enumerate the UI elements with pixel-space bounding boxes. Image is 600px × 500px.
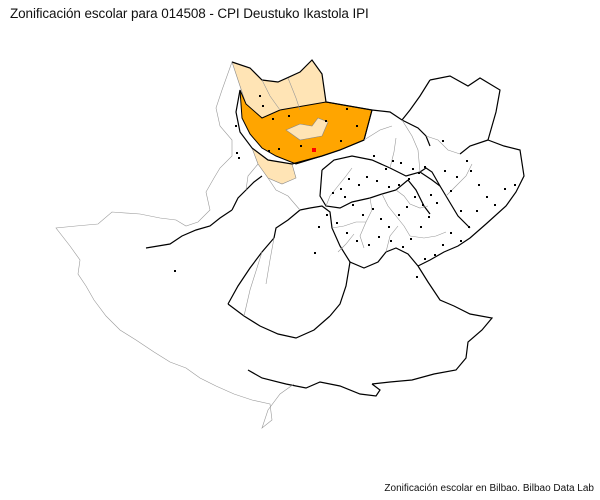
map-title: Zonificación escolar para 014508 - CPI D… <box>10 6 369 21</box>
census-section-boundaries <box>55 61 473 429</box>
selected-school-marker <box>312 148 316 152</box>
map-caption: Zonificación escolar en Bilbao. Bilbao D… <box>384 483 594 494</box>
highlighted-zone <box>239 89 373 165</box>
school-points <box>174 95 516 278</box>
district-boundaries <box>145 59 525 397</box>
